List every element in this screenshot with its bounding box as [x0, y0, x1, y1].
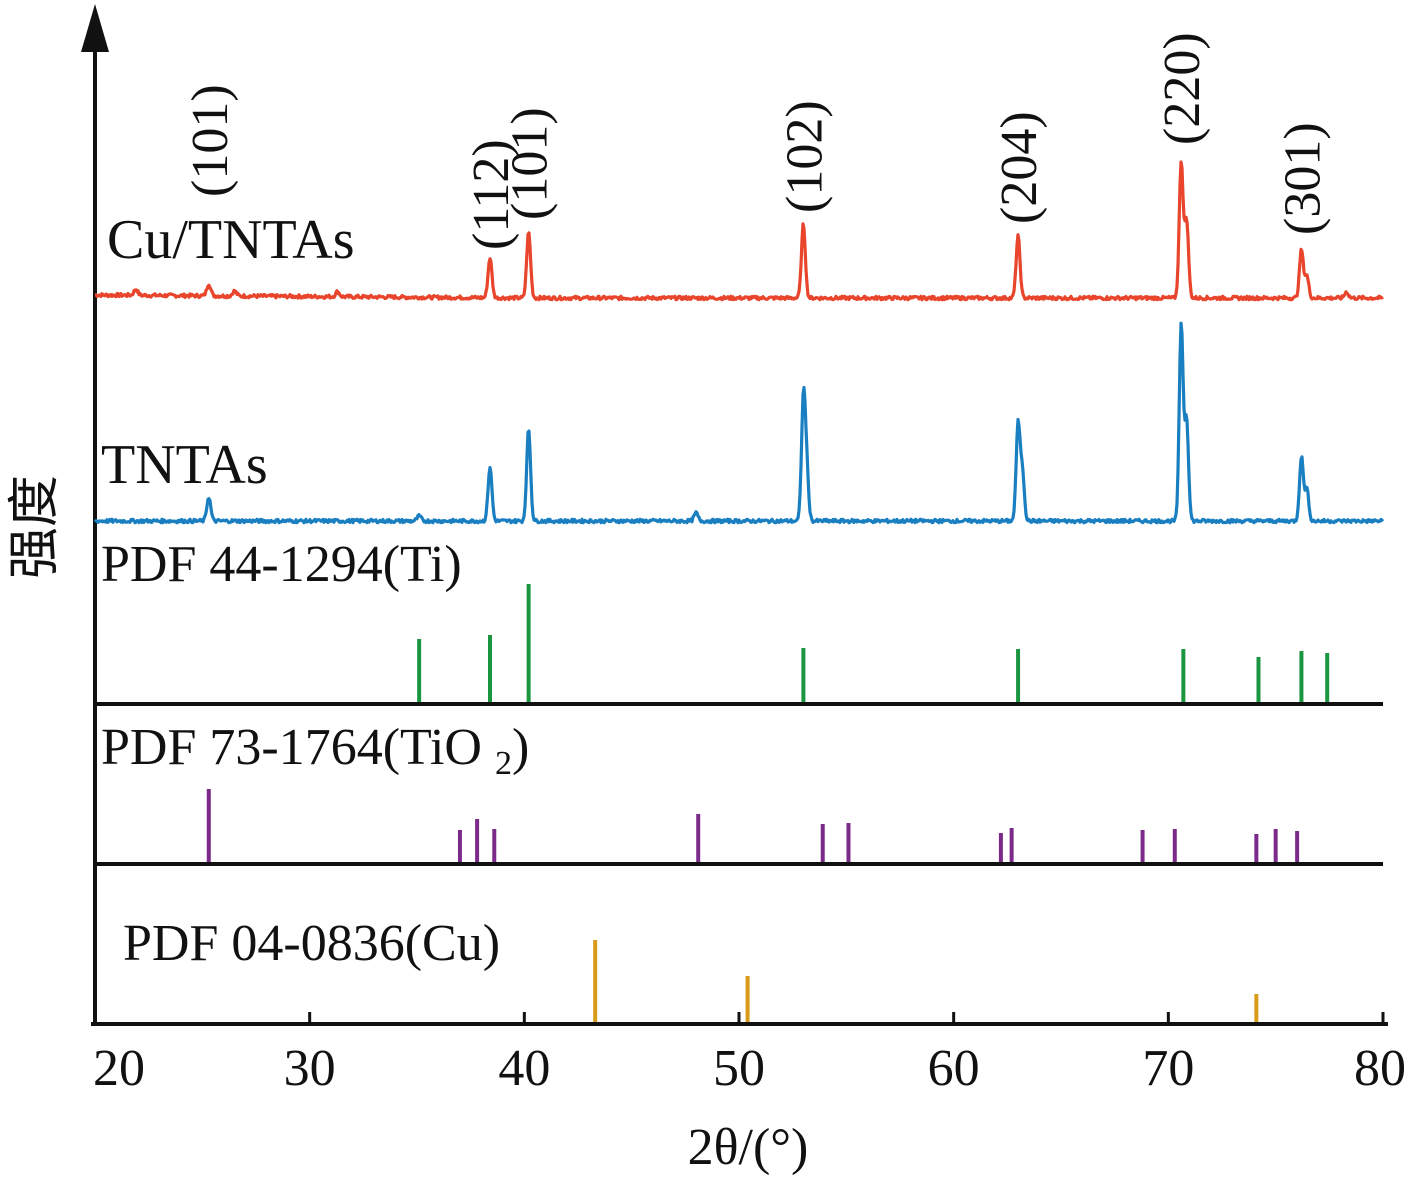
sticks-tio2-ref: [206, 789, 1300, 862]
series-line-cu-tntas: [94, 160, 1384, 302]
x-tick-label-70: 70: [1142, 1040, 1194, 1097]
x-tick-label-40: 40: [498, 1040, 550, 1097]
series-label-cu-ref: PDF 04-0836(Cu): [123, 915, 500, 972]
annotation-301-6: (301): [1274, 122, 1331, 235]
series-label-ti-ref: PDF 44-1294(Ti): [101, 536, 462, 593]
x-tick-label-30: 30: [284, 1040, 336, 1097]
x-tick-labels: 20 30 40 50 60 70 80: [93, 1040, 1406, 1097]
x-tick-label-80: 80: [1354, 1040, 1406, 1097]
annotation-220-5: (220): [1154, 32, 1211, 145]
miller-index-annotations: (101) (112)(101) (102) (204)(220)(301): [182, 32, 1332, 250]
tio2-label-text: PDF 73-1764(TiO: [101, 719, 482, 776]
annotation-102-3: (102): [776, 100, 833, 213]
sticks-ti-ref: [417, 584, 1330, 702]
x-ticks: [93, 1012, 1385, 1024]
x-tick-label-60: 60: [928, 1040, 980, 1097]
annotation-112-1: (112): [463, 139, 520, 250]
annotation-204-4: (204): [991, 111, 1048, 224]
series-line-tntas: [93, 321, 1385, 525]
annotation-101-0: (101): [182, 84, 239, 197]
series-label-tntas: TNTAs: [101, 434, 268, 496]
x-tick-label-50: 50: [713, 1040, 765, 1097]
sticks-cu-ref: [593, 940, 1259, 1022]
annotation-101-2: (101): [502, 107, 559, 220]
tio2-label-subscript: 2: [495, 745, 512, 782]
y-axis-arrow: [81, 4, 109, 52]
series-label-cu-tntas: Cu/TNTAs: [107, 209, 355, 271]
series-label-tio2-ref: PDF 73-1764(TiO 2): [101, 719, 529, 782]
x-axis-title: 2θ/(°): [688, 1119, 809, 1176]
tio2-label-suffix: ): [512, 719, 529, 776]
y-axis-title: 强度: [7, 475, 64, 579]
x-tick-label-20: 20: [93, 1040, 145, 1097]
